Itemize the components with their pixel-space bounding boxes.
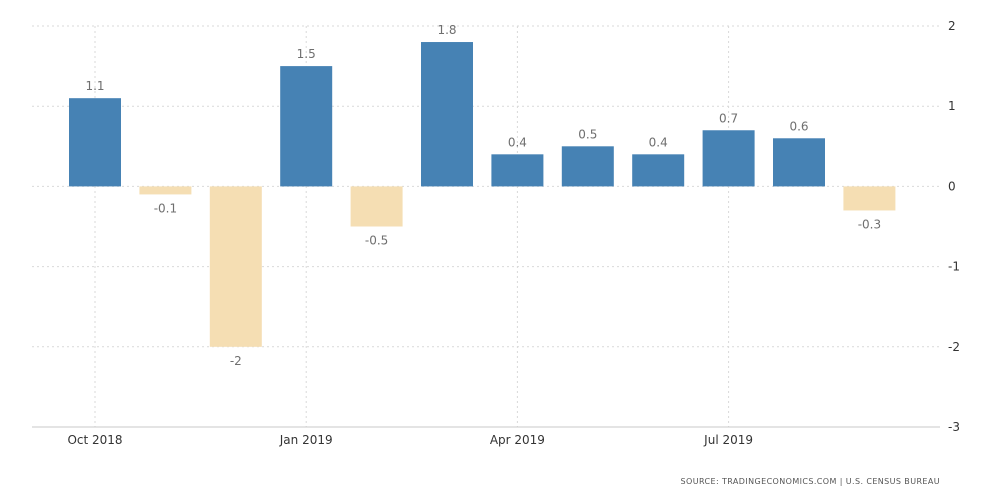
y-tick-label: 0 bbox=[948, 179, 956, 193]
y-tick-label: -2 bbox=[948, 340, 960, 354]
data-label: 0.4 bbox=[649, 135, 668, 149]
data-label: 0.7 bbox=[719, 111, 738, 125]
bar-may-2019 bbox=[561, 146, 614, 187]
bar-apr-2019 bbox=[491, 154, 544, 187]
bar-aug-2019 bbox=[773, 138, 825, 187]
bar-dec-2018 bbox=[209, 186, 262, 347]
bar-oct-2018 bbox=[69, 98, 121, 187]
y-tick-label: 1 bbox=[948, 99, 956, 113]
data-label-layer: 1.1 -0.1 -2 1.5 -0.5 1.8 0.4 0.5 0.4 0.7 0.6 -0.3 bbox=[85, 23, 881, 368]
x-tick-label: Oct 2018 bbox=[67, 433, 122, 447]
bar-sep-2019 bbox=[843, 186, 896, 211]
bar-jun-2019 bbox=[632, 154, 685, 187]
data-label: -0.5 bbox=[365, 234, 388, 248]
x-tick-label: Jul 2019 bbox=[703, 433, 753, 447]
y-tick-label: 2 bbox=[948, 19, 956, 33]
bar-jul-2019 bbox=[702, 130, 755, 187]
y-tick-label: -1 bbox=[948, 260, 960, 274]
bar-layer bbox=[69, 42, 896, 347]
bar-jan-2019 bbox=[280, 66, 333, 187]
data-label: -0.3 bbox=[858, 217, 881, 231]
y-tick-label: -3 bbox=[948, 420, 960, 434]
bar-nov-2018 bbox=[139, 186, 192, 195]
axis-layer: 2 1 0 -1 -2 -3 Oct 2018 Jan 2019 Apr 2019 Jul 201… bbox=[32, 19, 960, 447]
x-tick-label: Jan 2019 bbox=[279, 433, 333, 447]
data-label: 0.5 bbox=[578, 127, 597, 141]
data-label: 1.5 bbox=[297, 47, 316, 61]
data-label: -0.1 bbox=[154, 201, 177, 215]
bar-feb-2019 bbox=[350, 186, 403, 227]
data-label: 0.6 bbox=[789, 119, 808, 133]
source-caption: SOURCE: TRADINGECONOMICS.COM | U.S. CENS… bbox=[681, 477, 940, 486]
data-label: 1.8 bbox=[437, 23, 456, 37]
x-tick-label: Apr 2019 bbox=[490, 433, 545, 447]
data-label: -2 bbox=[230, 354, 242, 368]
data-label: 1.1 bbox=[85, 79, 104, 93]
data-label: 0.4 bbox=[508, 135, 527, 149]
grid-layer bbox=[32, 25, 940, 428]
bar-mar-2019 bbox=[421, 42, 473, 187]
